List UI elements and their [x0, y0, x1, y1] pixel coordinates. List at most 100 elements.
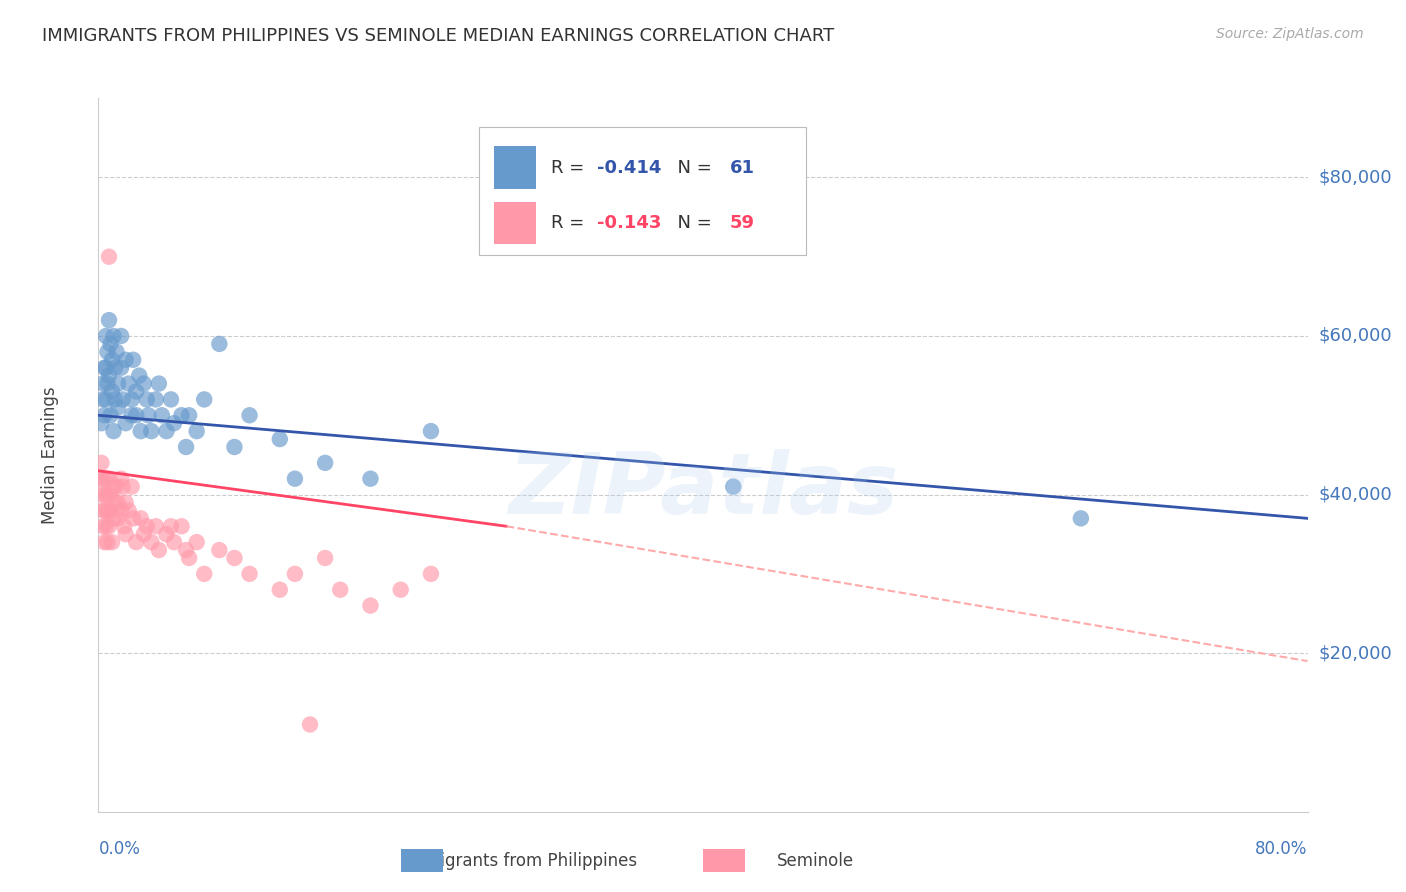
Point	[112, 519, 135, 533]
Point	[121, 480, 143, 494]
Point	[389, 582, 412, 597]
Point	[100, 487, 122, 501]
Point	[177, 551, 201, 566]
Point	[135, 519, 157, 533]
Point	[93, 535, 115, 549]
Point	[96, 503, 118, 517]
Point	[186, 424, 208, 438]
Point	[128, 368, 150, 383]
Point	[91, 376, 114, 391]
Point	[314, 456, 336, 470]
Point	[107, 495, 129, 509]
Point	[141, 424, 163, 438]
Point	[114, 416, 136, 430]
Point	[148, 376, 170, 391]
Point	[93, 360, 115, 375]
Text: Immigrants from Philippines: Immigrants from Philippines	[404, 852, 637, 870]
Text: Source: ZipAtlas.com: Source: ZipAtlas.com	[1216, 27, 1364, 41]
Point	[105, 480, 128, 494]
Point	[174, 440, 197, 454]
Point	[132, 527, 155, 541]
Point	[94, 360, 117, 375]
Point	[186, 535, 208, 549]
Point	[160, 519, 183, 533]
Point	[360, 472, 382, 486]
Point	[90, 456, 112, 470]
Point	[107, 401, 129, 415]
Point	[148, 543, 170, 558]
Text: $40,000: $40,000	[1319, 485, 1392, 504]
Point	[284, 472, 307, 486]
Point	[90, 416, 112, 430]
Text: 61: 61	[730, 159, 755, 177]
Point	[129, 511, 152, 525]
Point	[125, 535, 148, 549]
Point	[269, 582, 291, 597]
Point	[91, 519, 114, 533]
Point	[101, 384, 124, 399]
Text: 0.0%: 0.0%	[98, 840, 141, 858]
Text: R =: R =	[551, 214, 589, 232]
Text: N =: N =	[665, 214, 717, 232]
Point	[104, 392, 127, 407]
Point	[110, 329, 132, 343]
Point	[360, 599, 382, 613]
Point	[110, 472, 132, 486]
Point	[132, 376, 155, 391]
Point	[91, 503, 114, 517]
Point	[107, 511, 129, 525]
Point	[98, 313, 121, 327]
Point	[269, 432, 291, 446]
Point	[114, 527, 136, 541]
Point	[170, 519, 193, 533]
Point	[160, 392, 183, 407]
Point	[103, 329, 125, 343]
Text: R =: R =	[551, 159, 589, 177]
Point	[145, 392, 167, 407]
Point	[129, 424, 152, 438]
Point	[93, 409, 115, 423]
Text: -0.414: -0.414	[596, 159, 661, 177]
Point	[155, 424, 177, 438]
Point	[110, 503, 132, 517]
Point	[155, 527, 177, 541]
Point	[125, 409, 148, 423]
Point	[91, 392, 114, 407]
Point	[125, 384, 148, 399]
Point	[96, 487, 118, 501]
Point	[94, 392, 117, 407]
Point	[93, 487, 115, 501]
Point	[103, 480, 125, 494]
Text: ZIPatlas: ZIPatlas	[508, 449, 898, 533]
Point	[174, 543, 197, 558]
Point	[141, 535, 163, 549]
Point	[94, 329, 117, 343]
Point	[110, 360, 132, 375]
Point	[170, 409, 193, 423]
Point	[111, 392, 134, 407]
Point	[239, 409, 262, 423]
Point	[208, 337, 231, 351]
Point	[98, 368, 121, 383]
Text: $80,000: $80,000	[1319, 169, 1392, 186]
Point	[284, 566, 307, 581]
Point	[96, 535, 118, 549]
Point	[163, 416, 186, 430]
Text: Median Earnings: Median Earnings	[41, 386, 59, 524]
Text: 59: 59	[730, 214, 755, 232]
Text: $60,000: $60,000	[1319, 327, 1392, 345]
Point	[1070, 511, 1092, 525]
Point	[121, 392, 143, 407]
Point	[93, 503, 115, 517]
Point	[314, 551, 336, 566]
Point	[98, 250, 121, 264]
Point	[107, 376, 129, 391]
Point	[98, 472, 121, 486]
Text: Seminole: Seminole	[778, 852, 853, 870]
Text: 80.0%: 80.0%	[1256, 840, 1308, 858]
Point	[91, 472, 114, 486]
Point	[721, 480, 744, 494]
Point	[193, 392, 215, 407]
FancyBboxPatch shape	[494, 146, 536, 189]
Point	[121, 409, 143, 423]
